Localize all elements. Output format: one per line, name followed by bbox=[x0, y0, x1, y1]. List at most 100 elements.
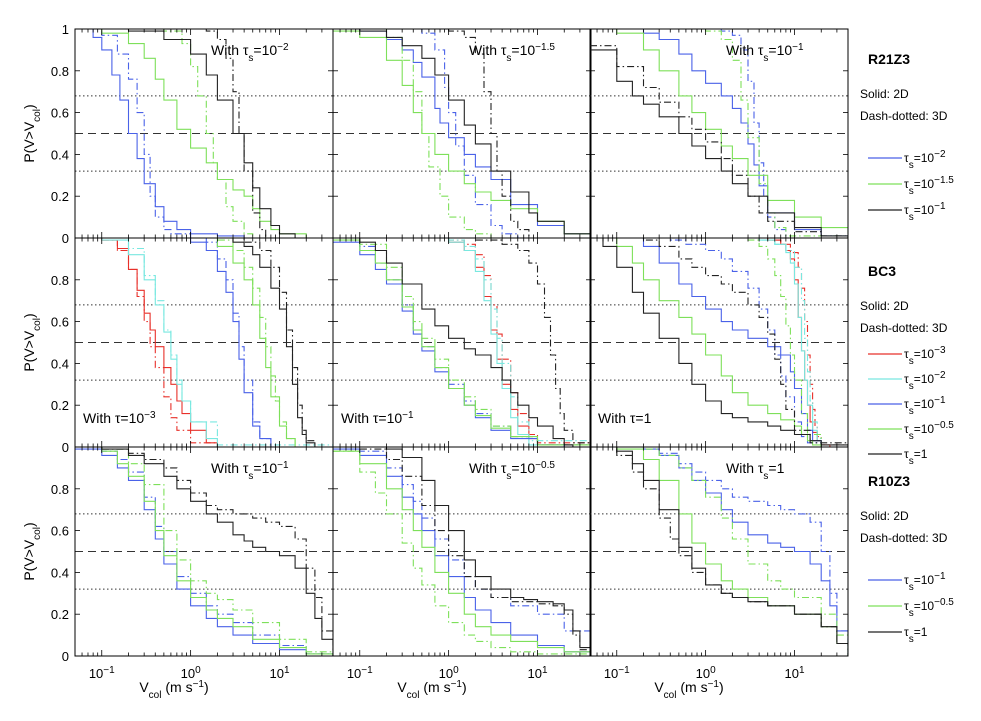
series-line-green-2d bbox=[333, 239, 591, 447]
y-tick-label: 0 bbox=[62, 440, 69, 455]
axes-frame bbox=[589, 28, 849, 239]
series-line-blue-3d bbox=[75, 238, 333, 447]
series-line-red-3d bbox=[75, 238, 333, 447]
series-line-blue-2d bbox=[75, 448, 333, 656]
legend-dash-label: Dash-dotted: 3D bbox=[860, 321, 948, 335]
series-line-blue-3d bbox=[75, 447, 333, 656]
y-tick-label: 0.8 bbox=[51, 482, 69, 497]
legend-title: R21Z3 bbox=[868, 51, 910, 67]
axes-frame bbox=[332, 446, 592, 657]
y-tick-label: 0.4 bbox=[51, 356, 69, 371]
panel-annotation: With τs=10−0.5 bbox=[469, 460, 555, 482]
series-line-black-3d bbox=[75, 447, 333, 656]
series-line-cyan-2d bbox=[333, 238, 591, 447]
series-line-black-3d bbox=[333, 238, 591, 447]
legend-entry-label: τs=10−1.5 bbox=[904, 175, 954, 197]
panel-annotation: With τs=10−1 bbox=[726, 42, 804, 64]
panel-3-1: 0.8 0.6 0.4 0.2 0 10−1 100 101 With τs=10−1 bbox=[51, 446, 334, 682]
series-line-green-2d bbox=[75, 447, 333, 656]
series-line-blue-2d bbox=[590, 238, 848, 447]
series-line-cyan-3d bbox=[590, 238, 848, 447]
x-tick-label: 101 bbox=[269, 665, 289, 682]
legend-dash-label: Dash-dotted: 3D bbox=[860, 531, 948, 545]
legend-bc3: BC3 Solid: 2D Dash-dotted: 3D τs=10−3 τs=10−… bbox=[860, 263, 954, 467]
axes-frame bbox=[589, 446, 849, 657]
series-line-green-2d bbox=[590, 29, 848, 234]
series-line-blue-2d bbox=[75, 29, 333, 238]
x-tick-label: 100 bbox=[696, 665, 716, 682]
y-tick-label: 0.4 bbox=[51, 565, 69, 580]
series-line-black-3d bbox=[590, 238, 848, 447]
x-tick-label: 10−1 bbox=[89, 665, 115, 682]
series-line-green-2d bbox=[75, 29, 333, 238]
y-tick-label: 0 bbox=[62, 231, 69, 246]
axis-labels: P(V>Vcol) P(V>Vcol) P(V>Vcol) Vcol (m s−1) V… bbox=[21, 104, 724, 700]
y-tick-label: 0.6 bbox=[51, 524, 69, 539]
y-axis-label: P(V>Vcol) bbox=[21, 522, 43, 580]
axes-frame bbox=[74, 28, 334, 239]
series-line-black-2d bbox=[75, 238, 333, 447]
series-line-green-3d bbox=[590, 238, 848, 447]
series-line-blue-2d bbox=[590, 447, 848, 656]
series-line-green-3d bbox=[75, 447, 333, 656]
series-line-blue-2d bbox=[333, 241, 591, 447]
series-line-black-3d bbox=[333, 447, 591, 656]
series-line-blue-2d bbox=[333, 29, 591, 238]
series-line-green-3d bbox=[75, 29, 333, 238]
series-line-red-2d bbox=[75, 238, 333, 447]
panel-2-1: 0.8 0.6 0.4 0.2 0 With τ=10−3 bbox=[51, 237, 334, 455]
series-line-blue-2d bbox=[590, 29, 848, 238]
panel-annotation: With τ=10−3 bbox=[83, 410, 156, 427]
series-line-blue-2d bbox=[333, 448, 591, 656]
y-tick-label: 0.8 bbox=[51, 273, 69, 288]
y-tick-label: 0.8 bbox=[51, 64, 69, 79]
series-line-green-2d bbox=[333, 450, 591, 656]
series-line-black-2d bbox=[333, 29, 591, 238]
legend-dash-label: Dash-dotted: 3D bbox=[860, 109, 948, 123]
legend-entry-label: τs=10−1 bbox=[904, 201, 946, 223]
series-line-green-3d bbox=[590, 447, 848, 656]
x-tick-label: 100 bbox=[181, 665, 201, 682]
series-line-blue-3d bbox=[590, 238, 848, 447]
x-tick-label: 10−1 bbox=[347, 665, 373, 682]
panel-annotation: With τ=1 bbox=[598, 410, 652, 426]
legend-entry-label: τs=10−2 bbox=[904, 370, 946, 392]
panel-2-2: With τ=10−1 bbox=[332, 237, 592, 448]
legend-solid-label: Solid: 2D bbox=[860, 87, 909, 101]
series-line-green-3d bbox=[333, 238, 591, 447]
x-axis-label: Vcol (m s−1) bbox=[397, 679, 466, 701]
series-line-blue-3d bbox=[333, 29, 591, 238]
axes-frame bbox=[332, 28, 592, 239]
legend-entry-label: τs=10−1 bbox=[904, 395, 946, 417]
legend-entry-label: τs=10−1 bbox=[904, 571, 946, 593]
series-line-blue-3d bbox=[333, 447, 591, 652]
series-line-black-3d bbox=[75, 29, 333, 238]
legend-entry-label: τs=1 bbox=[904, 625, 928, 645]
series-line-green-3d bbox=[333, 29, 591, 238]
legend-entry-label: τs=10−0.5 bbox=[904, 420, 954, 442]
legend-r21z3: R21Z3 Solid: 2D Dash-dotted: 3D τs=10−2 τs=1… bbox=[860, 51, 954, 223]
x-tick-label: 101 bbox=[784, 665, 804, 682]
y-axis-label: P(V>Vcol) bbox=[21, 104, 43, 162]
x-axis-label: Vcol (m s−1) bbox=[654, 679, 723, 701]
panel-2-3: With τ=1 bbox=[589, 237, 849, 448]
legend-entry-label: τs=1 bbox=[904, 447, 928, 467]
panel-1-2: With τs=10−1.5 bbox=[332, 28, 592, 239]
y-axis-label: P(V>Vcol) bbox=[21, 313, 43, 371]
series-line-blue-3d bbox=[590, 29, 848, 238]
legend-entry-label: τs=10−2 bbox=[904, 149, 946, 171]
y-tick-label: 1 bbox=[62, 22, 69, 37]
panel-annotation: With τs=1 bbox=[726, 460, 785, 482]
panel-annotation: With τs=10−1 bbox=[211, 460, 289, 482]
panel-annotation: With τs=10−2 bbox=[211, 42, 289, 64]
series-line-green-2d bbox=[590, 238, 848, 447]
y-tick-label: 0.6 bbox=[51, 315, 69, 330]
axes-frame bbox=[74, 446, 334, 657]
series-line-black-3d bbox=[590, 45, 848, 238]
y-tick-label: 0.6 bbox=[51, 106, 69, 121]
series-line-black-2d bbox=[333, 447, 591, 656]
y-tick-label: 0.2 bbox=[51, 189, 69, 204]
series-line-black-2d bbox=[590, 49, 848, 238]
panel-1-3: With τs=10−1 bbox=[589, 28, 849, 239]
legend-solid-label: Solid: 2D bbox=[860, 299, 909, 313]
